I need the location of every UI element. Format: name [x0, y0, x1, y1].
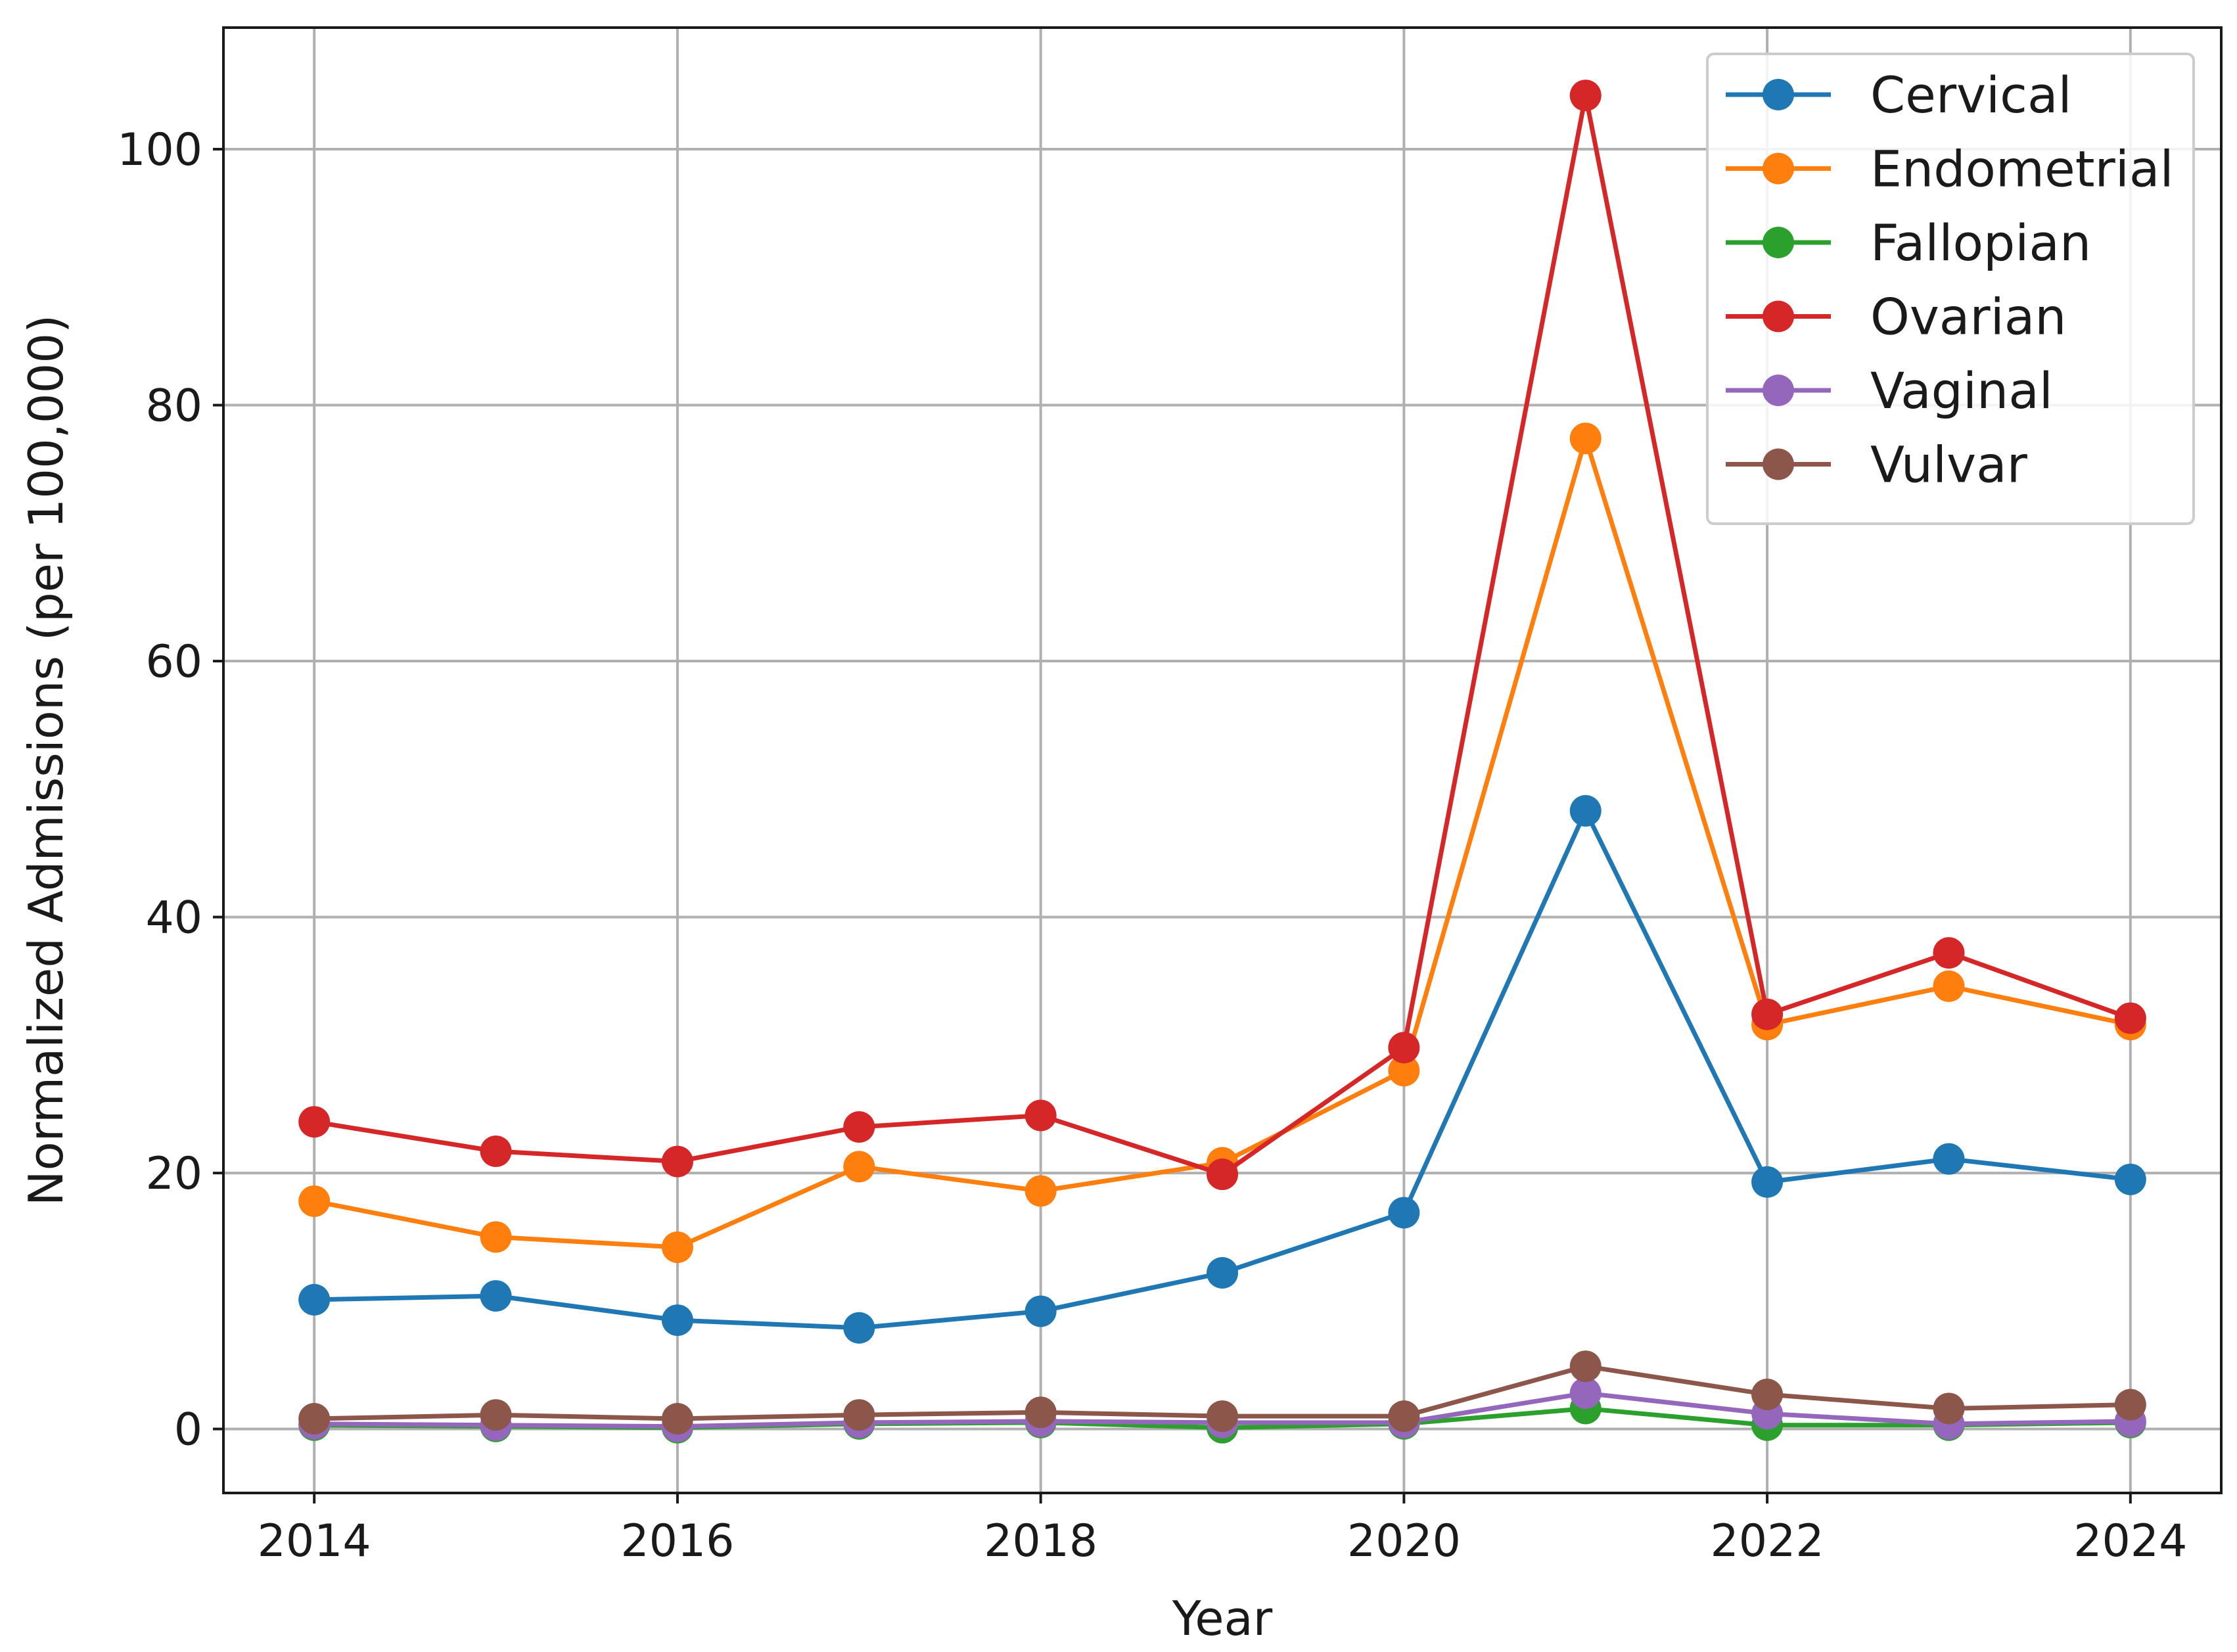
legend: Cervical Endometrial Fallopian Ovarian Vagin…: [1706, 53, 2195, 525]
legend-swatch-marker: [1763, 227, 1794, 258]
legend-label: Fallopian: [1870, 214, 2091, 272]
y-tick-label: 20: [145, 1148, 202, 1200]
data-point-vulvar: [1751, 1379, 1784, 1411]
data-point-cervical: [2114, 1163, 2146, 1195]
data-point-cervical: [1569, 794, 1602, 827]
y-tick-label: 0: [174, 1404, 202, 1456]
data-point-ovarian: [1751, 998, 1784, 1030]
data-point-vulvar: [1388, 1400, 1420, 1433]
data-point-vulvar: [1207, 1400, 1238, 1433]
legend-label: Cervical: [1870, 66, 2072, 124]
legend-item-ovarian: Ovarian: [1726, 288, 2066, 346]
data-point-ovarian: [1933, 937, 1965, 969]
y-tick-label: 100: [117, 124, 202, 176]
data-point-endometrial: [298, 1185, 331, 1217]
legend-label: Endometrial: [1870, 140, 2174, 198]
series-line-cervical: [311, 808, 2133, 1331]
data-point-cervical: [843, 1312, 875, 1344]
plot-frame: [222, 26, 2223, 1494]
legend-item-vaginal: Vaginal: [1726, 361, 2053, 420]
series-cervical: [298, 794, 2146, 1344]
series-vulvar: [298, 1350, 2146, 1435]
data-point-ovarian: [843, 1111, 875, 1143]
y-tick-label: 80: [145, 380, 202, 432]
legend-swatch-marker: [1763, 300, 1794, 333]
data-point-endometrial: [1569, 423, 1602, 455]
data-point-vulvar: [1933, 1392, 1965, 1425]
y-axis-title: Normalized Admissions (per 100,000): [18, 315, 74, 1206]
legend-swatch-marker: [1763, 448, 1794, 480]
data-point-endometrial: [843, 1151, 875, 1183]
data-point-vulvar: [2114, 1388, 2146, 1421]
data-point-cervical: [480, 1280, 512, 1312]
x-tick-label: 2016: [620, 1515, 734, 1567]
data-point-ovarian: [298, 1106, 331, 1138]
legend-item-cervical: Cervical: [1726, 66, 2072, 124]
legend-swatch-marker: [1763, 152, 1794, 185]
data-point-ovarian: [1025, 1099, 1057, 1132]
series-ovarian: [298, 80, 2146, 1191]
x-tick-label: 2022: [1711, 1515, 1824, 1567]
data-point-vulvar: [661, 1403, 693, 1435]
data-point-vulvar: [298, 1403, 331, 1435]
data-point-cervical: [1207, 1257, 1238, 1289]
x-tick-label: 2014: [258, 1515, 371, 1567]
legend-item-endometrial: Endometrial: [1726, 140, 2174, 198]
legend-label: Vaginal: [1870, 361, 2053, 420]
data-point-endometrial: [661, 1231, 693, 1264]
data-point-vaginal: [1569, 1377, 1602, 1410]
tick-group: 2014 2016 2018 2020 2022 2024 0 20 40 60 80 100: [117, 124, 2187, 1567]
legend-label: Ovarian: [1870, 288, 2066, 346]
data-point-endometrial: [1933, 970, 1965, 1002]
data-point-cervical: [1025, 1295, 1057, 1327]
data-point-vulvar: [843, 1399, 875, 1431]
data-point-endometrial: [1025, 1175, 1057, 1207]
data-point-ovarian: [2114, 1002, 2146, 1034]
y-tick-label: 60: [145, 636, 202, 688]
data-point-cervical: [1933, 1143, 1965, 1175]
data-point-ovarian: [1569, 80, 1602, 112]
data-point-vulvar: [1569, 1350, 1602, 1383]
data-point-vulvar: [480, 1399, 512, 1431]
legend-item-vulvar: Vulvar: [1726, 436, 2028, 494]
legend-box: [1706, 53, 2195, 525]
data-point-cervical: [1388, 1197, 1420, 1229]
x-tick-label: 2018: [984, 1515, 1097, 1567]
data-point-ovarian: [661, 1145, 693, 1178]
y-tick-label: 40: [145, 892, 202, 944]
data-point-ovarian: [1207, 1159, 1238, 1191]
series-endometrial: [298, 423, 2146, 1264]
data-point-cervical: [298, 1283, 331, 1316]
x-axis-title: Year: [1172, 1591, 1273, 1646]
series-group: [298, 80, 2146, 1444]
legend-swatch-marker: [1763, 375, 1794, 406]
series-line-endometrial: [311, 436, 2133, 1250]
data-point-ovarian: [1388, 1032, 1420, 1064]
legend-item-fallopian: Fallopian: [1726, 214, 2091, 272]
x-tick-label: 2020: [1347, 1515, 1461, 1567]
data-point-cervical: [1751, 1166, 1784, 1198]
x-tick-label: 2024: [2073, 1515, 2187, 1567]
data-point-vulvar: [1025, 1396, 1057, 1429]
data-point-cervical: [661, 1304, 693, 1337]
data-point-ovarian: [480, 1135, 512, 1167]
data-point-endometrial: [480, 1221, 512, 1253]
data-point-endometrial: [1388, 1055, 1420, 1087]
legend-swatch-marker: [1763, 79, 1794, 110]
legend-label: Vulvar: [1870, 436, 2028, 494]
